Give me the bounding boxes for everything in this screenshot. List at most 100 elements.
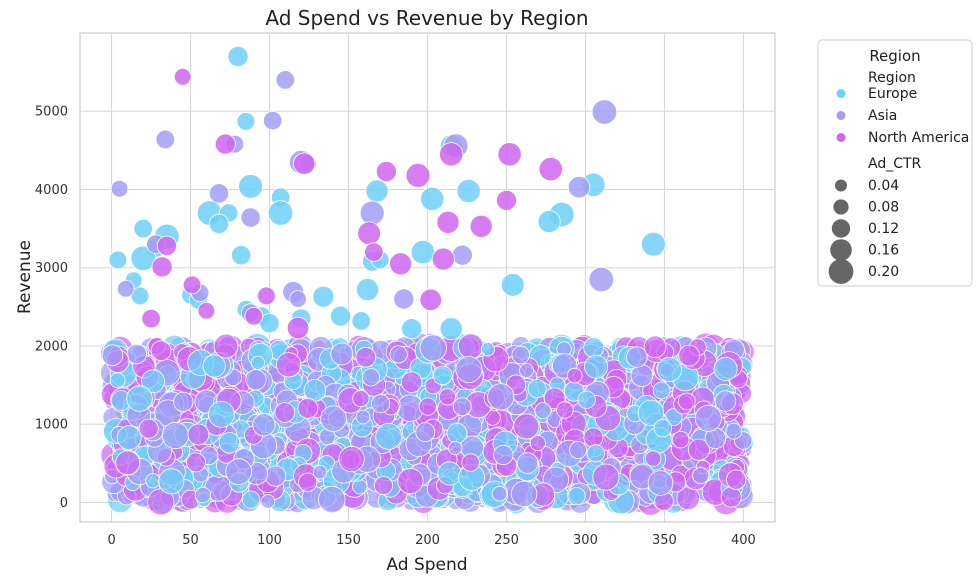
dense-point — [225, 458, 253, 485]
dense-point — [714, 390, 737, 412]
point-asia — [263, 110, 283, 131]
dense-point — [158, 468, 185, 495]
chart-title: Ad Spend vs Revenue by Region — [265, 6, 588, 30]
dense-point — [250, 355, 265, 370]
dense-point — [672, 431, 690, 449]
dense-point — [187, 423, 210, 446]
dense-point — [455, 355, 483, 383]
y-axis-ticks: 0 1000 2000 3000 4000 5000 — [35, 105, 68, 511]
legend-size-marker — [828, 259, 854, 284]
dense-point — [519, 363, 534, 378]
dense-point — [567, 487, 586, 506]
point-north-america — [257, 286, 276, 306]
y-tick-label: 0 — [60, 496, 68, 511]
dense-point — [643, 335, 667, 359]
point-north-america — [214, 133, 236, 155]
dense-point — [318, 485, 346, 514]
dense-point — [647, 470, 674, 496]
dense-point — [437, 461, 462, 486]
dense-point — [493, 444, 514, 466]
point-north-america — [389, 252, 413, 276]
point-north-america — [436, 210, 460, 234]
dense-point — [583, 337, 605, 359]
dense-point — [352, 389, 370, 408]
point-north-america — [357, 221, 381, 246]
point-north-america — [141, 308, 161, 329]
y-axis-title: Revenue — [15, 240, 35, 314]
dense-point — [529, 435, 546, 452]
dense-point — [725, 422, 743, 440]
dense-point — [297, 397, 319, 419]
legend-size-marker — [833, 199, 849, 215]
dense-point — [252, 413, 276, 437]
dense-point — [720, 486, 742, 508]
point-europe — [130, 245, 156, 271]
dense-point — [511, 345, 530, 365]
dense-point — [678, 344, 700, 367]
dense-point — [173, 391, 194, 412]
dense-point — [116, 425, 142, 451]
point-europe — [238, 173, 264, 199]
legend-size-marker — [831, 219, 851, 238]
x-tick-label: 400 — [731, 533, 756, 548]
dense-point — [656, 356, 683, 383]
legend-size-marker — [830, 239, 852, 261]
point-asia — [451, 244, 473, 266]
point-asia — [588, 266, 615, 293]
dense-point — [361, 368, 381, 387]
x-tick-label: 200 — [415, 533, 440, 548]
dense-point — [637, 399, 665, 427]
point-europe — [312, 285, 335, 308]
legend-marker — [836, 89, 846, 98]
dense-point — [145, 473, 161, 489]
dense-point — [566, 367, 583, 384]
y-tick-label: 2000 — [35, 339, 68, 354]
points-layer — [100, 46, 755, 516]
legend-size-label: 0.04 — [868, 178, 899, 194]
point-north-america — [151, 256, 173, 278]
point-europe — [355, 278, 379, 302]
point-asia — [117, 279, 135, 298]
x-tick-label: 100 — [257, 533, 282, 548]
y-tick-label: 1000 — [35, 418, 68, 433]
point-north-america — [431, 247, 455, 271]
dense-point — [677, 392, 696, 411]
dense-point — [298, 472, 318, 492]
point-europe — [330, 305, 352, 327]
dense-point — [126, 343, 147, 365]
dense-point — [375, 422, 403, 450]
legend-label: Asia — [868, 108, 897, 124]
dense-point — [527, 379, 547, 399]
x-tick-label: 250 — [494, 533, 519, 548]
point-north-america — [293, 152, 316, 175]
dense-point — [484, 409, 501, 426]
point-europe — [227, 46, 249, 68]
x-tick-label: 300 — [573, 533, 598, 548]
dense-point — [513, 413, 540, 440]
dense-point — [141, 369, 165, 394]
point-north-america — [244, 306, 264, 326]
dense-point — [245, 369, 267, 391]
point-asia — [275, 70, 296, 90]
dense-point — [312, 465, 328, 480]
dense-point — [569, 440, 588, 459]
legend-box — [817, 39, 973, 287]
point-asia — [155, 129, 176, 150]
dense-point — [389, 345, 408, 364]
dense-point — [583, 427, 604, 448]
dense-point — [355, 346, 377, 368]
dense-point — [330, 342, 354, 366]
point-europe — [401, 318, 423, 340]
y-tick-label: 4000 — [35, 183, 68, 198]
dense-point — [260, 494, 276, 509]
point-europe — [500, 273, 525, 297]
point-asia — [208, 183, 230, 204]
point-europe — [351, 311, 371, 331]
dense-point — [320, 405, 347, 433]
point-north-america — [173, 68, 192, 86]
dense-point — [653, 418, 673, 438]
dense-point — [275, 352, 302, 378]
dense-point — [626, 346, 648, 368]
dense-point — [303, 378, 327, 402]
